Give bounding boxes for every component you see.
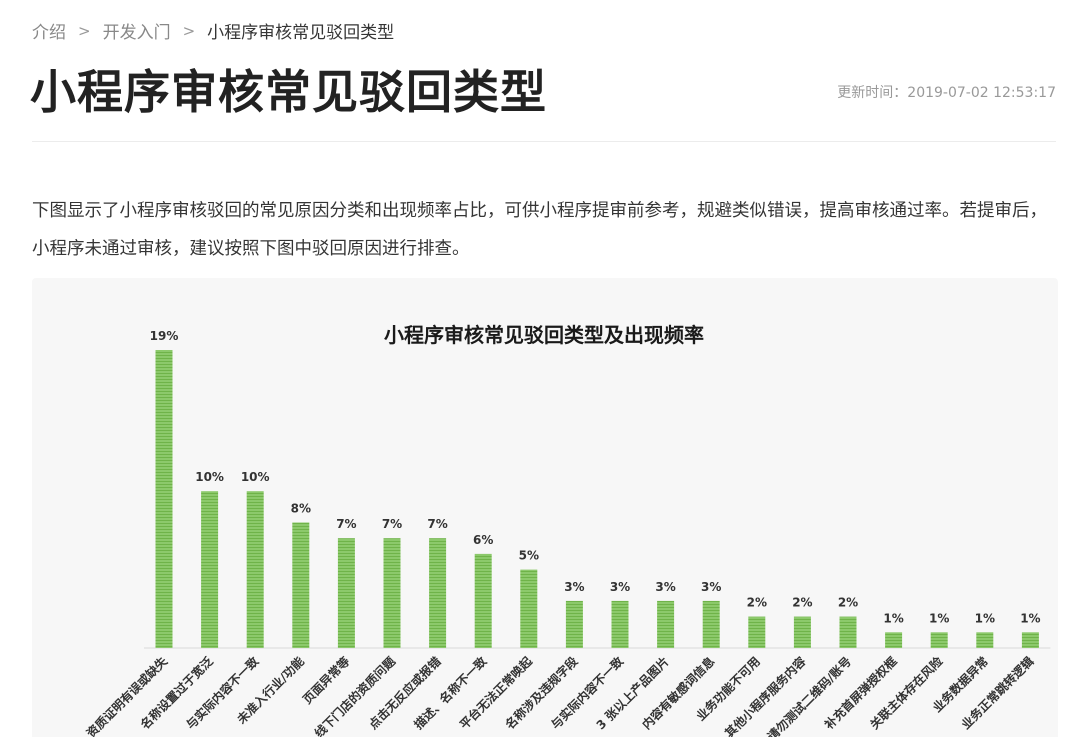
bar-value-label: 3% [564, 580, 584, 594]
bar-value-label: 19% [150, 329, 179, 343]
bar [520, 569, 538, 648]
rejection-frequency-chart: 小程序审核常见驳回类型及出现频率 19%资质证明有误或缺失10%名称设置过于宽泛… [83, 323, 1051, 737]
bar [474, 553, 492, 648]
breadcrumb-link-getting-started[interactable]: 开发入门 [102, 23, 171, 43]
breadcrumb-current: 小程序审核常见驳回类型 [207, 23, 395, 43]
bar-value-label: 7% [382, 517, 402, 531]
breadcrumb: 介绍 > 开发入门 > 小程序审核常见驳回类型 [32, 18, 395, 44]
bar [611, 600, 629, 648]
bar [337, 538, 355, 648]
divider [32, 141, 1056, 142]
bar-value-label: 7% [336, 517, 356, 531]
category-label: 资质证明有误或缺失 [83, 653, 171, 737]
bar [793, 616, 811, 648]
page-title: 小程序审核常见驳回类型 [30, 65, 547, 119]
bar [292, 522, 310, 648]
bar-value-label: 5% [519, 549, 539, 563]
bar-value-label: 1% [1020, 611, 1040, 625]
bar [383, 538, 401, 648]
bar [246, 491, 264, 648]
bar-value-label: 3% [655, 580, 675, 594]
category-label: 线下门店的资质问题 [311, 653, 399, 737]
bar-value-label: 3% [701, 580, 721, 594]
breadcrumb-link-intro[interactable]: 介绍 [32, 23, 66, 43]
bar [1021, 632, 1039, 648]
bar-value-label: 1% [883, 611, 903, 625]
breadcrumb-separator: > [78, 21, 91, 40]
bar-value-label: 6% [473, 533, 493, 547]
category-label: 请勿测试二维码/账号 [764, 654, 854, 737]
bar [839, 616, 857, 648]
bar [976, 632, 994, 648]
chart-title: 小程序审核常见驳回类型及出现频率 [384, 323, 704, 347]
bar [565, 600, 583, 648]
bar-value-label: 2% [838, 596, 858, 610]
category-label: 其他小程序服务内容 [722, 654, 809, 737]
breadcrumb-separator: > [182, 21, 196, 40]
bar [748, 616, 766, 648]
intro-paragraph: 下图显示了小程序审核驳回的常见原因分类和出现频率占比，可供小程序提审前参考，规避… [32, 201, 1047, 259]
updated-time: 更新时间：2019-07-02 12:53:17 [837, 85, 1056, 101]
bar-value-label: 10% [241, 470, 270, 484]
bar-value-label: 1% [929, 611, 949, 625]
bar [429, 538, 447, 648]
bar-value-label: 7% [427, 517, 447, 531]
bar-value-label: 8% [291, 502, 311, 516]
bar [885, 632, 903, 648]
chart-figure: 小程序审核常见驳回类型及出现频率 19% 资质证明有误或缺失 10% 名称设置过于宽泛… [32, 278, 1058, 737]
bar-value-label: 2% [747, 596, 767, 610]
bar [702, 600, 720, 648]
bar-value-label: 10% [195, 470, 224, 484]
bar-value-label: 1% [975, 611, 995, 625]
bar [201, 491, 219, 648]
bar [657, 600, 675, 648]
bar [930, 632, 948, 648]
bar-value-label: 2% [792, 596, 812, 610]
bar-value-label: 3% [610, 580, 630, 594]
bar [155, 350, 173, 648]
